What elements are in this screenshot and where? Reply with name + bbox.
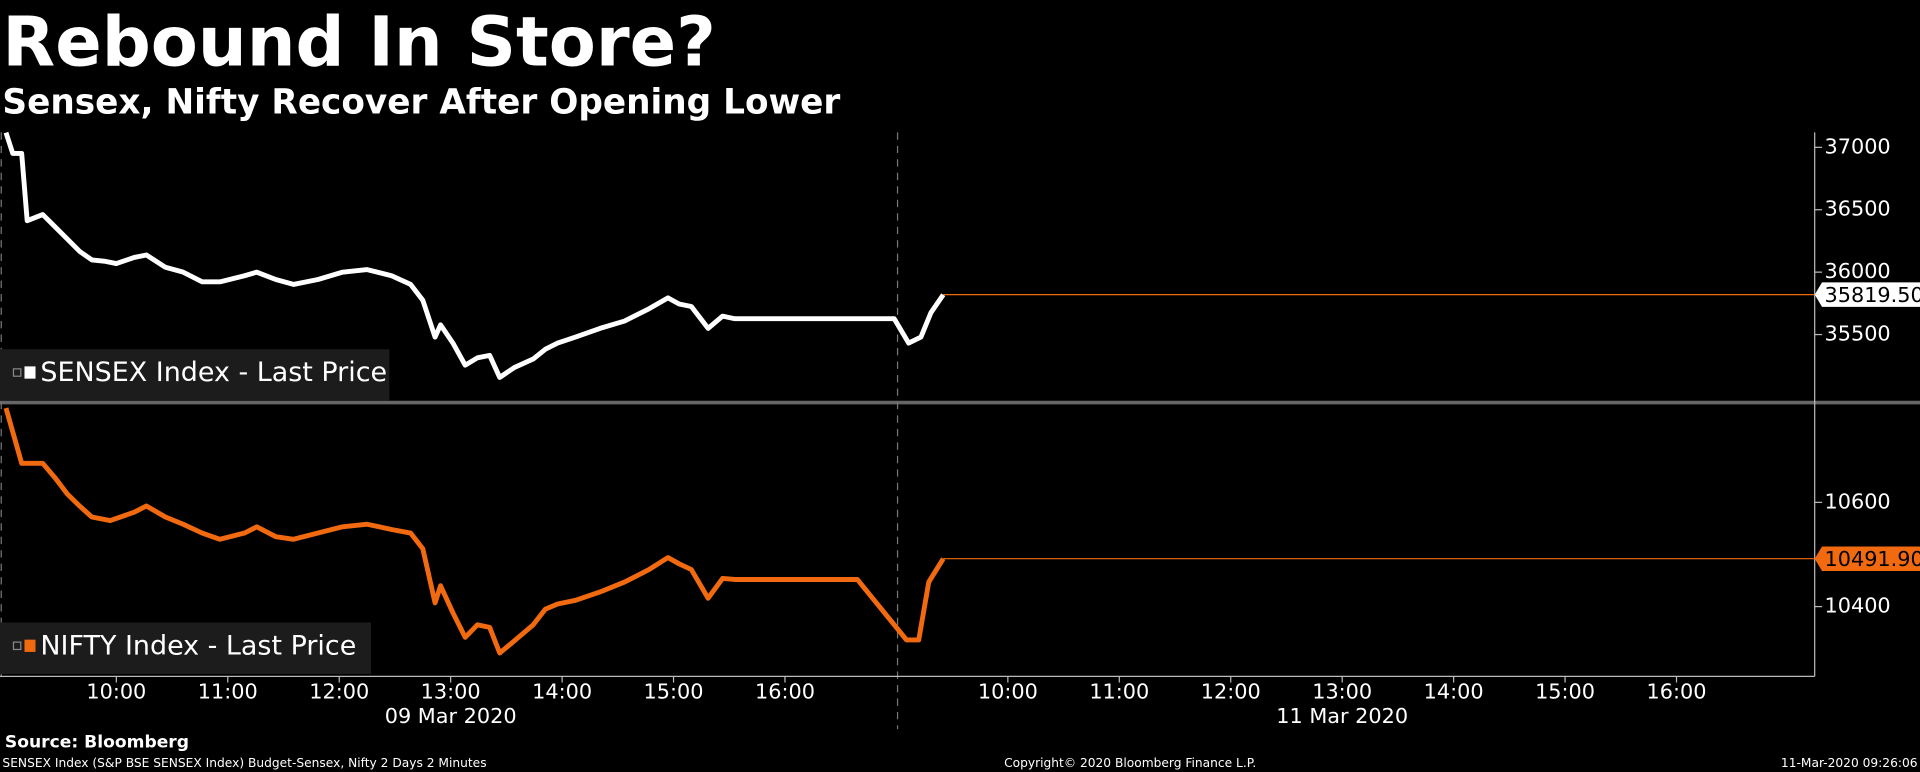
x-tick-label: 11:00 [1089,679,1149,703]
y-tick-label: 10400 [1824,594,1890,618]
legend-label: NIFTY Index - Last Price [40,631,356,662]
legend-label: SENSEX Index - Last Price [40,357,387,388]
y-tick-label: 37000 [1824,134,1890,158]
y-tick-label: 35500 [1824,322,1890,346]
last-price-label: 35819.50 [1824,283,1920,307]
last-price-label: 10491.90 [1824,547,1920,571]
source: Source: Bloomberg [5,733,189,753]
chart-subtitle: Sensex, Nifty Recover After Opening Lowe… [2,83,840,123]
x-tick-label: 10:00 [86,679,146,703]
series-line [3,131,946,380]
x-tick-label: 12:00 [1201,679,1261,703]
x-tick-label: 13:00 [421,679,481,703]
footnote: SENSEX Index (S&P BSE SENSEX Index) Budg… [2,756,486,770]
x-tick-label: 13:00 [1312,679,1372,703]
x-tick-label: 11:00 [198,679,258,703]
y-tick-label: 10600 [1824,489,1890,513]
y-tick-label: 36000 [1824,259,1890,283]
y-tick-label: 36500 [1824,197,1890,221]
x-tick-label: 10:00 [978,679,1038,703]
legend-box [0,622,372,674]
x-tick-label: 12:00 [309,679,369,703]
last-price-tag [1814,546,1920,571]
x-tick-label: 14:00 [532,679,592,703]
copyright: Copyright© 2020 Bloomberg Finance L.P. [1004,756,1256,770]
series-line [3,407,946,656]
x-tick-label: 15:00 [1535,679,1595,703]
x-tick-label: 16:00 [755,679,815,703]
x-tick-label: 14:00 [1424,679,1484,703]
date-label: 09 Mar 2020 [385,704,517,728]
legend-swatch-outline [12,368,22,377]
legend-swatch [24,366,36,379]
chart-title: Rebound In Store? [2,3,715,83]
timestamp: 11-Mar-2020 09:26:06 [1781,756,1918,770]
x-tick-label: 16:00 [1647,679,1707,703]
date-label: 11 Mar 2020 [1276,704,1408,728]
legend-swatch-outline [12,641,22,651]
legend-box [0,349,390,401]
x-tick-label: 15:00 [644,679,704,703]
last-price-tag [1814,282,1920,307]
legend-swatch [24,639,36,652]
